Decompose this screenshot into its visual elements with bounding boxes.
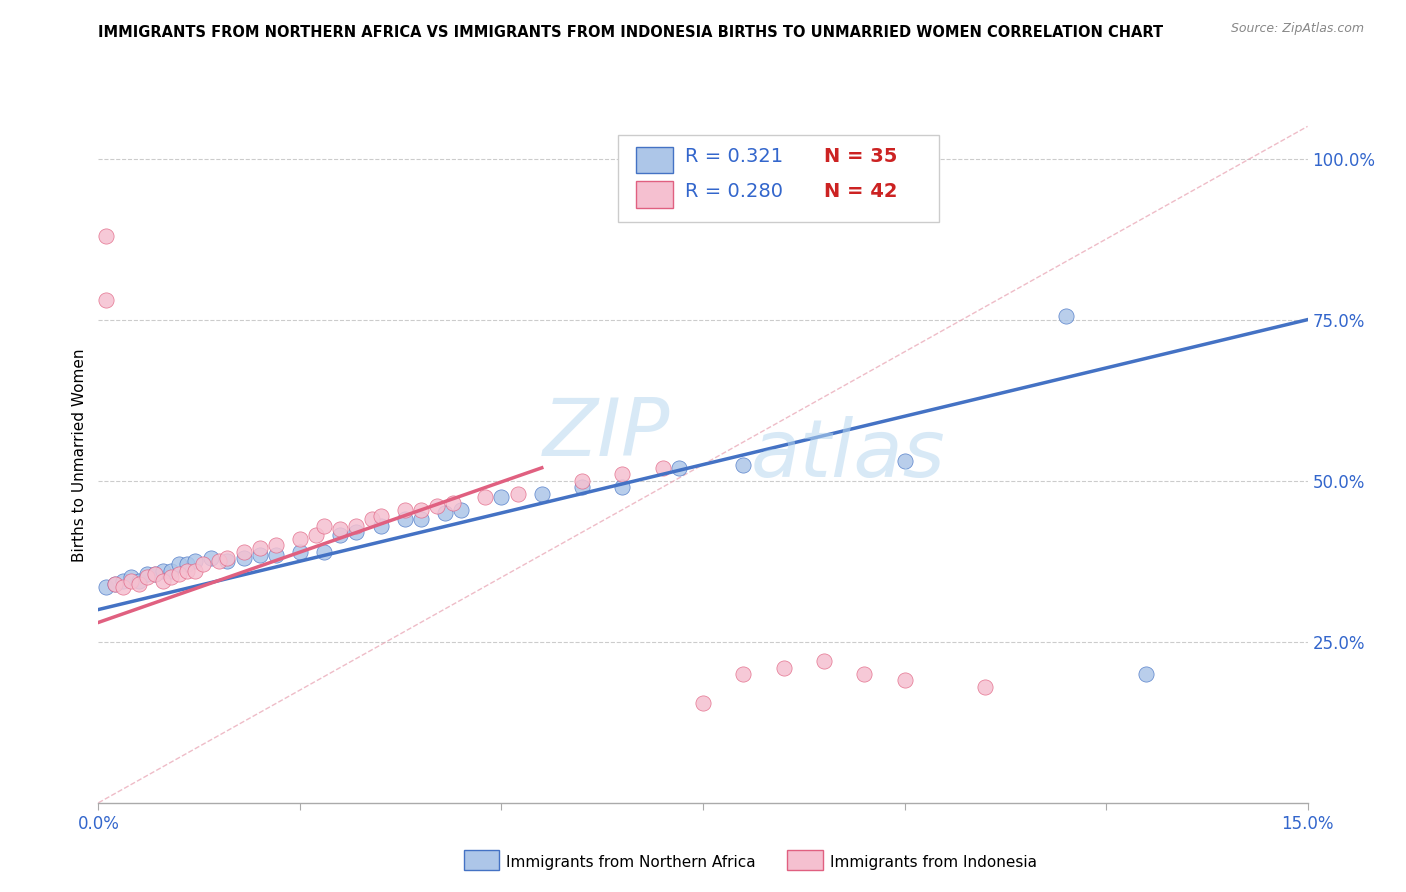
Point (232, 544, 254, 558)
Text: N = 42: N = 42 (824, 182, 897, 201)
Point (491, 490, 513, 504)
Point (96, 580, 118, 594)
Point (288, 544, 311, 558)
Point (135, 567, 157, 582)
Point (441, 496, 464, 510)
Point (217, 554, 239, 568)
Point (329, 522, 352, 536)
Point (772, 660, 794, 674)
Point (264, 538, 287, 552)
Point (668, 460, 690, 475)
Point (103, 576, 125, 591)
Point (474, 490, 496, 504)
Point (893, 673, 915, 688)
Point (249, 541, 271, 556)
FancyBboxPatch shape (619, 135, 939, 222)
Point (217, 551, 239, 566)
Point (813, 654, 835, 668)
Text: Source: ZipAtlas.com: Source: ZipAtlas.com (1230, 22, 1364, 36)
Point (893, 454, 915, 468)
Point (264, 548, 287, 562)
Point (135, 570, 157, 584)
Y-axis label: Births to Unmarried Women: Births to Unmarried Women (72, 348, 87, 562)
Point (208, 554, 231, 568)
Point (506, 486, 529, 500)
Point (160, 570, 183, 584)
Point (434, 506, 457, 520)
Point (1054, 310, 1077, 324)
Point (853, 667, 876, 681)
FancyBboxPatch shape (637, 146, 672, 173)
Point (450, 502, 472, 516)
Point (167, 558, 190, 572)
Point (314, 544, 336, 558)
Point (329, 528, 352, 542)
Point (167, 567, 190, 582)
Point (370, 518, 392, 533)
Point (733, 458, 755, 472)
Point (176, 558, 198, 572)
Text: Immigrants from Northern Africa: Immigrants from Northern Africa (506, 855, 756, 870)
Point (111, 580, 134, 594)
Point (530, 486, 553, 500)
Point (96, 228, 118, 243)
Point (974, 680, 997, 694)
Point (120, 574, 142, 588)
Point (370, 509, 392, 524)
Point (143, 567, 166, 582)
Text: IMMIGRANTS FROM NORTHERN AFRICA VS IMMIGRANTS FROM INDONESIA BIRTHS TO UNMARRIED: IMMIGRANTS FROM NORTHERN AFRICA VS IMMIG… (98, 25, 1164, 40)
Point (128, 574, 150, 588)
Point (612, 480, 634, 494)
Point (571, 474, 593, 488)
Point (152, 574, 174, 588)
Point (176, 564, 198, 578)
Point (193, 558, 215, 572)
Point (426, 500, 449, 514)
Point (184, 564, 207, 578)
Text: atlas: atlas (751, 416, 945, 494)
Point (288, 532, 311, 546)
FancyBboxPatch shape (637, 181, 672, 208)
Point (651, 460, 673, 475)
Point (409, 512, 432, 526)
Point (184, 554, 207, 568)
Point (111, 574, 134, 588)
Point (344, 525, 367, 540)
Text: N = 35: N = 35 (824, 147, 897, 166)
Point (152, 564, 174, 578)
Text: R = 0.321: R = 0.321 (685, 147, 783, 166)
Point (733, 667, 755, 681)
Point (361, 512, 384, 526)
Point (305, 528, 328, 542)
Text: Immigrants from Indonesia: Immigrants from Indonesia (830, 855, 1036, 870)
Point (200, 551, 222, 566)
Point (249, 548, 271, 562)
Point (120, 570, 142, 584)
Point (103, 576, 125, 591)
Point (692, 696, 714, 710)
Text: R = 0.280: R = 0.280 (685, 182, 783, 201)
Point (394, 512, 416, 526)
Point (344, 518, 367, 533)
Point (128, 576, 150, 591)
Point (160, 564, 183, 578)
Point (232, 551, 254, 566)
Point (96, 293, 118, 308)
Point (409, 502, 432, 516)
Point (394, 502, 416, 516)
Point (571, 480, 593, 494)
Point (1135, 667, 1157, 681)
Text: ZIP: ZIP (543, 395, 669, 473)
Point (314, 518, 336, 533)
Point (143, 567, 166, 582)
Point (612, 467, 634, 482)
